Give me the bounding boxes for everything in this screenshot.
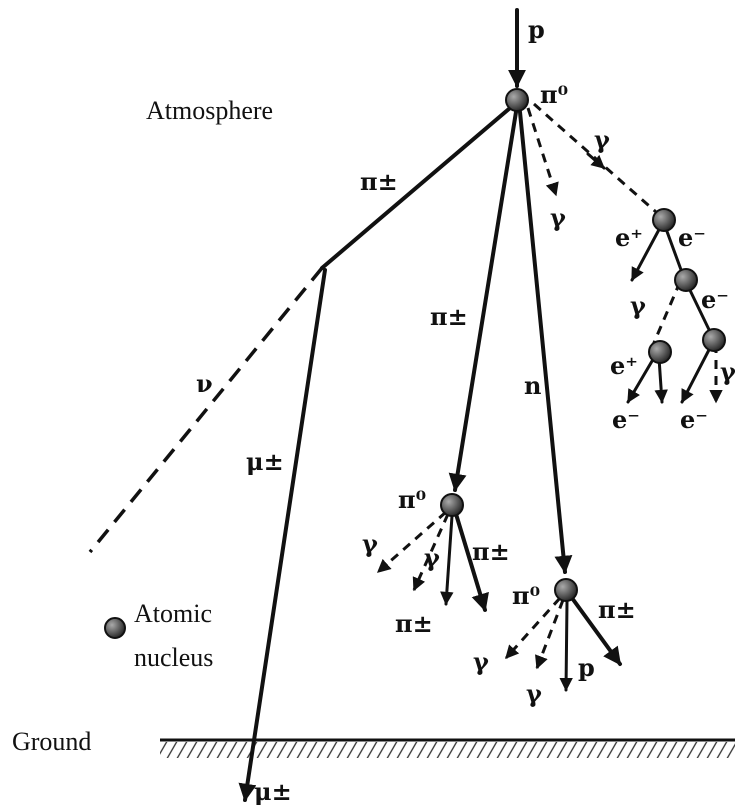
atomic-nucleus-legend-icon <box>104 617 126 639</box>
label-e-minus-4: e⁻ <box>680 405 708 434</box>
e-minus-track-3 <box>626 354 657 404</box>
label-pi-pm-5: π± <box>395 609 433 638</box>
label-gamma-1: γ <box>550 203 566 232</box>
pi-pm-left-track <box>320 106 512 270</box>
pi-pm-track-6 <box>454 512 489 612</box>
label-p-bottom: p <box>578 653 595 682</box>
neutron-track <box>518 110 573 574</box>
e-plus-track-1 <box>630 222 664 282</box>
label-pi-pm-6: π± <box>472 537 510 566</box>
label-gamma-8: γ <box>526 679 542 708</box>
legend-nucleus-label: nucleus <box>134 643 213 672</box>
nucleus-lower-left <box>440 493 464 517</box>
muon-track <box>238 268 327 802</box>
label-pi-pm-left: π± <box>360 167 398 196</box>
label-pi0-lower-right: π⁰ <box>512 581 540 610</box>
e-minus-track-4 <box>680 342 714 404</box>
gamma-track-6 <box>412 513 450 592</box>
nucleus-lower-right <box>554 578 578 602</box>
atmosphere-label: Atmosphere <box>146 96 273 125</box>
pi-pm-track-5 <box>440 514 454 606</box>
neutrino-track <box>88 266 324 554</box>
label-gamma-6: γ <box>424 543 440 572</box>
ground-surface <box>160 738 735 758</box>
pi-pm-track-7 <box>570 596 622 666</box>
label-p-top: p <box>528 15 545 44</box>
label-neutron: n <box>524 371 541 400</box>
label-neutrino: ν <box>196 369 213 398</box>
nucleus-cascade-4 <box>702 328 726 352</box>
pi-pm-mid-track <box>448 110 518 492</box>
gamma-track-2 <box>533 102 657 214</box>
label-gamma-7: γ <box>473 647 489 676</box>
label-gamma-5: γ <box>362 529 378 558</box>
gamma-track-3 <box>648 281 682 353</box>
label-mu-pm-bottom: μ± <box>254 777 292 806</box>
label-mu-pm-mid: μ± <box>246 447 284 476</box>
label-e-minus-1: e⁻ <box>678 223 706 252</box>
label-pi-pm-7: π± <box>598 595 636 624</box>
label-pi0-top: π⁰ <box>540 80 568 109</box>
nucleus-top <box>505 88 529 112</box>
nucleus-cascade-2 <box>674 268 698 292</box>
label-gamma-2: γ <box>594 125 610 154</box>
label-e-plus-2: e⁺ <box>610 351 638 380</box>
label-e-minus-3: e⁻ <box>612 405 640 434</box>
e-plus-track-2 <box>654 356 668 404</box>
label-pi0-lower-left: π⁰ <box>398 485 426 514</box>
legend-atomic-label: Atomic <box>134 599 212 628</box>
ground-label: Ground <box>12 727 91 756</box>
nucleus-cascade-1 <box>652 208 676 232</box>
gamma-arrow-2 <box>586 152 606 170</box>
label-e-minus-2: e⁻ <box>701 285 729 314</box>
label-gamma-3: γ <box>630 291 646 320</box>
label-pi-pm-mid: π± <box>430 302 468 331</box>
label-e-plus-1: e⁺ <box>615 223 643 252</box>
gamma-track-8 <box>535 599 565 670</box>
nucleus-cascade-3 <box>648 340 672 364</box>
label-gamma-4: γ <box>720 357 735 386</box>
gamma-track-7 <box>504 596 562 660</box>
proton-track-bottom <box>559 600 573 692</box>
